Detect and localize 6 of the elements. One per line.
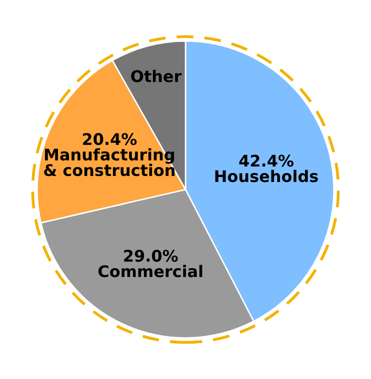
slice-label: Households — [215, 170, 318, 182]
slice-label: Commercial — [98, 264, 202, 278]
data-label: 42.4% — [239, 154, 294, 167]
data-label: 20.4% — [82, 133, 137, 146]
slice-label: Other — [131, 70, 182, 82]
data-label: 29.0% — [124, 250, 178, 262]
